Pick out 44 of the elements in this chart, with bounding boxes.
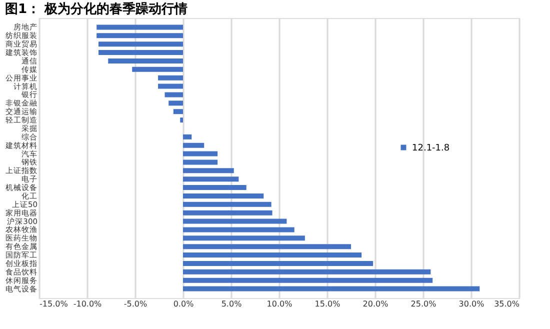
bar xyxy=(183,227,294,232)
x-tick-label: -15.0% xyxy=(40,300,68,308)
x-tick-label: -10.0% xyxy=(73,300,102,308)
bar xyxy=(183,193,264,198)
bar xyxy=(183,151,218,156)
bar xyxy=(180,118,183,123)
x-tick-label: 5.0% xyxy=(221,300,242,308)
bar xyxy=(183,142,204,148)
bar xyxy=(168,100,183,106)
bar xyxy=(183,260,374,266)
bar xyxy=(183,252,362,258)
x-tick-label: 15.0% xyxy=(314,300,341,308)
x-tick-label: 0.0% xyxy=(173,300,194,308)
bar xyxy=(183,176,239,182)
bar xyxy=(183,160,218,165)
bar xyxy=(132,66,183,72)
bar xyxy=(98,50,183,56)
x-tick-label: 25.0% xyxy=(410,300,437,308)
bar xyxy=(158,75,183,80)
bar xyxy=(108,58,183,64)
bar xyxy=(96,24,183,30)
x-tick-label: 35.0% xyxy=(494,300,520,308)
bar xyxy=(173,109,183,114)
x-tick-label: 30.0% xyxy=(458,300,485,308)
bar xyxy=(164,92,183,98)
bar xyxy=(98,42,183,47)
x-tick-label: 20.0% xyxy=(362,300,389,308)
bar xyxy=(183,269,431,274)
x-tick-label: -5.0% xyxy=(124,300,148,308)
bar xyxy=(183,218,287,224)
bar xyxy=(96,33,183,38)
legend-label: 12.1-1.8 xyxy=(412,144,450,154)
bar xyxy=(183,236,305,241)
bar xyxy=(183,185,246,190)
bar xyxy=(158,84,183,89)
bar xyxy=(183,168,234,174)
bar xyxy=(183,278,433,283)
bar xyxy=(183,202,272,207)
bar xyxy=(183,134,192,140)
bar xyxy=(183,244,351,250)
chart-title: 图1： 极为分化的春季躁动行情 xyxy=(5,1,188,17)
x-tick-label: 10.0% xyxy=(266,300,293,308)
bar xyxy=(183,210,272,216)
bar xyxy=(183,286,480,292)
